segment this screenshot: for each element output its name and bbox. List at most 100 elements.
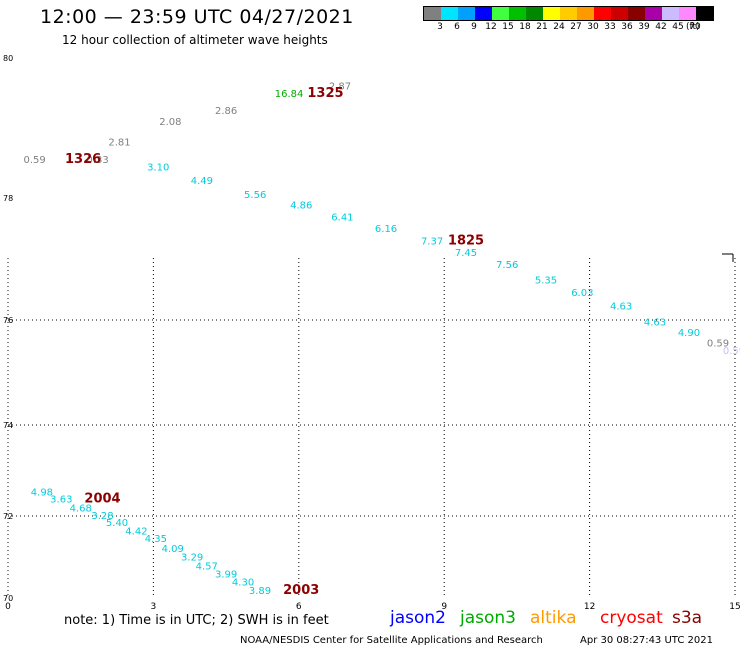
- wave-height-value: 7.45: [455, 248, 477, 259]
- wave-height-value: 2.87: [329, 82, 351, 93]
- colorbar-swatch: [594, 7, 611, 20]
- wave-height-value: 0.33: [87, 155, 109, 166]
- credit-line: NOAA/NESDIS Center for Satellite Applica…: [240, 635, 543, 646]
- y-tick-label: 70: [3, 594, 13, 603]
- wave-height-value: 2.81: [108, 138, 130, 149]
- colorbar-tick-label: 42: [655, 22, 667, 32]
- colorbar-tick-label: 15: [502, 22, 514, 32]
- colorbar-swatch: [679, 7, 696, 20]
- colorbar-swatch: [577, 7, 594, 20]
- pass-time-label: 1325: [307, 86, 343, 101]
- wave-height-value: 3.10: [147, 163, 169, 174]
- colorbar-tick-label: 70: [689, 22, 701, 32]
- colorbar-unit: (ft): [686, 22, 700, 32]
- colorbar-tick-label: 21: [536, 22, 548, 32]
- colorbar-tick-label: 12: [485, 22, 497, 32]
- colorbar-swatch: [543, 7, 560, 20]
- colorbar-tick-label: 45: [672, 22, 684, 32]
- colorbar-tick-label: 24: [553, 22, 565, 32]
- y-tick-label: 74: [3, 421, 13, 430]
- wave-height-value: 4.30: [232, 578, 254, 589]
- pass-time-label: 2003: [283, 583, 319, 598]
- colorbar-swatch: [628, 7, 645, 20]
- wave-height-value: 4.49: [191, 176, 213, 187]
- colorbar-swatch: [492, 7, 509, 20]
- legend-entry-cryosat: cryosat: [600, 608, 663, 628]
- colorbar-swatch: [475, 7, 492, 20]
- y-tick-label: 78: [3, 194, 13, 203]
- wave-height-value: 4.63: [610, 302, 632, 313]
- colorbar-swatch: [560, 7, 577, 20]
- wave-height-value: 3.89: [249, 586, 271, 597]
- wave-height-value: 3.99: [215, 570, 237, 581]
- wave-height-value: 5.35: [535, 275, 557, 286]
- x-tick-label: 6: [296, 602, 302, 612]
- wave-height-value: 4.09: [162, 544, 184, 555]
- x-tick-label: 15: [729, 602, 740, 612]
- colorbar-swatch: [645, 7, 662, 20]
- wave-height-value: 4.63: [644, 317, 666, 328]
- colorbar-tick-label: 6: [454, 22, 460, 32]
- footer-note: note: 1) Time is in UTC; 2) SWH is in fe…: [64, 613, 329, 628]
- wave-height-value: 6.16: [375, 224, 397, 235]
- colorbar-swatch: [424, 7, 441, 20]
- colorbar-swatch: [441, 7, 458, 20]
- wave-height-value: 4.57: [196, 561, 218, 572]
- wave-height-value: 7.37: [421, 236, 443, 247]
- pass-time-label: 2004: [84, 491, 120, 506]
- colorbar-tick-label: 33: [604, 22, 616, 32]
- wave-height-value: 4.90: [678, 328, 700, 339]
- legend-entry-altika: altika: [530, 608, 577, 628]
- map-title: 12:00 — 23:59 UTC 04/27/2021: [40, 6, 354, 28]
- colorbar-swatch: [611, 7, 628, 20]
- generated-timestamp: Apr 30 08:27:43 UTC 2021: [580, 635, 713, 646]
- colorbar-tick-label: 3: [437, 22, 443, 32]
- colorbar-tick-label: 30: [587, 22, 599, 32]
- colorbar-swatch: [526, 7, 543, 20]
- legend-entry-s3a: s3a: [672, 608, 703, 628]
- map-subtitle: 12 hour collection of altimeter wave hei…: [62, 33, 328, 47]
- wave-height-value: 3.63: [50, 494, 72, 505]
- colorbar-labels: 3 6 9 12 15 18 21 24 27 30 33 36 39 42 45 70 (ft): [423, 22, 733, 34]
- wave-height-value: 3.28: [91, 511, 113, 522]
- wave-height-value: 16.84: [275, 89, 304, 100]
- colorbar-tick-label: 9: [471, 22, 477, 32]
- colorbar-swatch: [662, 7, 679, 20]
- wave-height-value: 5.40: [106, 518, 128, 529]
- pass-time-label: 1326: [65, 152, 101, 167]
- wave-height-value: 0.59: [707, 338, 729, 349]
- wave-height-value: 4.42: [125, 526, 147, 537]
- y-tick-label: 80: [3, 54, 13, 63]
- wave-height-value: 4.98: [31, 488, 53, 499]
- wave-height-colorbar: [423, 6, 714, 21]
- pass-time-label: 1825: [448, 233, 484, 248]
- wave-height-value: 6.03: [571, 288, 593, 299]
- wave-height-value: 4.86: [290, 200, 312, 211]
- wave-height-value: 5.56: [244, 190, 266, 201]
- colorbar-swatch: [696, 7, 713, 20]
- wave-height-value: 2.08: [159, 117, 181, 128]
- legend-entry-jason2: jason2: [390, 608, 446, 628]
- wave-height-value: 6.41: [331, 213, 353, 224]
- wave-height-value: 4.35: [145, 534, 167, 545]
- colorbar-swatch: [509, 7, 526, 20]
- colorbar-tick-label: 36: [621, 22, 633, 32]
- wave-height-value: 4.68: [70, 503, 92, 514]
- colorbar-tick-label: 18: [519, 22, 531, 32]
- wave-height-value: 2.86: [215, 106, 237, 117]
- y-tick-label: 72: [3, 512, 13, 521]
- y-tick-label: 76: [3, 316, 13, 325]
- wave-height-value: 0.59: [723, 346, 740, 357]
- x-tick-label: 0: [5, 602, 11, 612]
- wave-height-value: 7.56: [496, 260, 518, 271]
- wave-height-value: 0.59: [24, 155, 46, 166]
- x-tick-label: 12: [584, 602, 595, 612]
- wave-height-value: 3.29: [181, 552, 203, 563]
- legend-entry-jason3: jason3: [460, 608, 516, 628]
- x-tick-label: 9: [441, 602, 447, 612]
- colorbar-tick-label: 39: [638, 22, 650, 32]
- x-tick-label: 3: [151, 602, 157, 612]
- colorbar-swatch: [458, 7, 475, 20]
- colorbar-tick-label: 27: [570, 22, 582, 32]
